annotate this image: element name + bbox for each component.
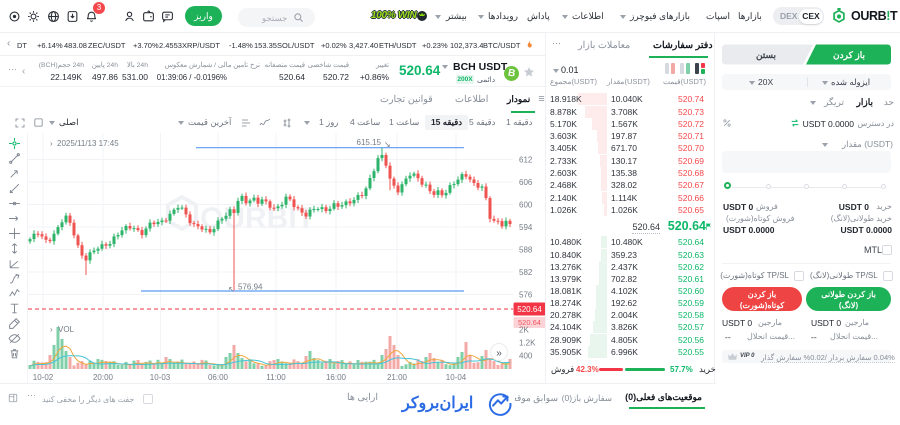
svg-text:↘: ↘	[384, 140, 391, 149]
svg-text:2K: 2K	[519, 326, 529, 335]
svg-text:600: 600	[519, 200, 533, 209]
svg-text:520.64: 520.64	[517, 305, 542, 314]
svg-text:615.15: 615.15	[357, 138, 382, 147]
svg-text:↖: ↖	[228, 285, 235, 294]
svg-text:612: 612	[519, 155, 533, 164]
svg-text:400: 400	[519, 352, 533, 361]
svg-text:›: ›	[50, 139, 53, 148]
svg-text:576: 576	[519, 290, 533, 299]
svg-text:باز کردن: باز کردن	[833, 50, 865, 61]
svg-text:OURBIT: OURBIT	[200, 202, 315, 235]
svg-text:1.2K: 1.2K	[519, 339, 536, 348]
svg-text:10-04: 10-04	[446, 373, 467, 382]
svg-text:21:00: 21:00	[387, 373, 408, 382]
svg-text:11:00: 11:00	[266, 373, 286, 382]
svg-text:16:00: 16:00	[326, 373, 347, 382]
svg-text:›: ›	[50, 325, 53, 334]
svg-text:06:00: 06:00	[208, 373, 229, 382]
svg-text:20:00: 20:00	[93, 373, 114, 382]
svg-text:بستن: بستن	[756, 50, 776, 61]
svg-text:10-02: 10-02	[33, 373, 54, 382]
svg-text:588: 588	[519, 245, 533, 254]
svg-text:594: 594	[519, 223, 533, 232]
svg-text:VOL: VOL	[58, 325, 75, 334]
svg-text:582: 582	[519, 268, 533, 277]
svg-text:576.94: 576.94	[238, 283, 263, 292]
svg-text:2025/11/13 17:45: 2025/11/13 17:45	[57, 139, 119, 148]
svg-text:10-03: 10-03	[150, 373, 171, 382]
svg-text:520.64: 520.64	[518, 318, 541, 327]
svg-text:»: »	[496, 348, 502, 359]
svg-text:606: 606	[519, 178, 533, 187]
